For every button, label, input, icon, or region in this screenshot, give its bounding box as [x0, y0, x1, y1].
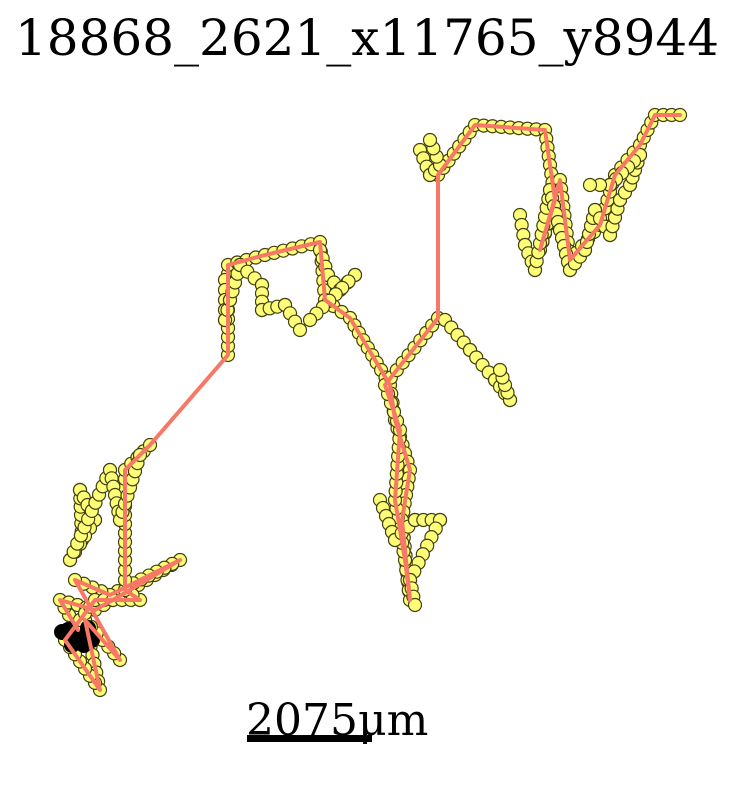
trajectory-path: [58, 113, 682, 692]
trajectory-point-387: [407, 597, 423, 613]
trajectory-markers: [52, 107, 688, 698]
trajectory-point-324: [292, 322, 308, 338]
plot-title: 18868_2621_x11765_y8944: [14, 9, 720, 67]
trajectory-point-398: [422, 132, 438, 148]
trajectory-point-464: [582, 177, 598, 193]
trajectory-point-342: [302, 312, 318, 328]
trajectory-point-361: [492, 362, 508, 378]
scale-bar: [247, 735, 372, 742]
